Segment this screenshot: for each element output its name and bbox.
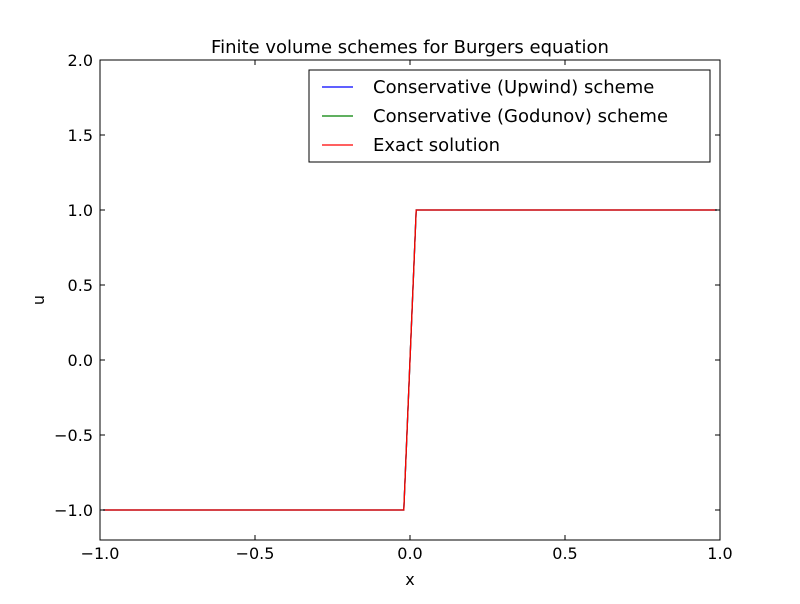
y-tick-label: −0.5: [54, 426, 93, 445]
x-axis-label: x: [405, 570, 414, 589]
y-tick-label: 2.0: [68, 51, 93, 70]
series-line-2: [103, 209, 717, 511]
y-tick-label: −1.0: [54, 501, 93, 520]
x-tick-label: 1.0: [707, 544, 732, 563]
legend-label-0: Conservative (Upwind) scheme: [373, 77, 654, 98]
y-tick-label: 0.0: [68, 351, 93, 370]
legend-label-2: Exact solution: [373, 135, 500, 156]
legend-box: [308, 69, 711, 163]
y-tick-label: 0.5: [68, 276, 93, 295]
y-tick-label: 1.0: [68, 201, 93, 220]
y-axis-label: u: [29, 295, 48, 305]
x-tick-label: 0.5: [552, 544, 577, 563]
x-tick-label: 0.0: [397, 544, 422, 563]
x-tick-label: −0.5: [236, 544, 275, 563]
chart-title: Finite volume schemes for Burgers equati…: [211, 37, 609, 58]
y-tick-label: 1.5: [68, 126, 93, 145]
plot-area: −1.0 −0.5 0.0 0.5 1.0 −1.0 −0.5 0.0 0.5 1.0 1.5 2.0…: [54, 51, 733, 563]
legend-label-1: Conservative (Godunov) scheme: [373, 106, 668, 127]
x-tick-label: −1.0: [81, 544, 120, 563]
